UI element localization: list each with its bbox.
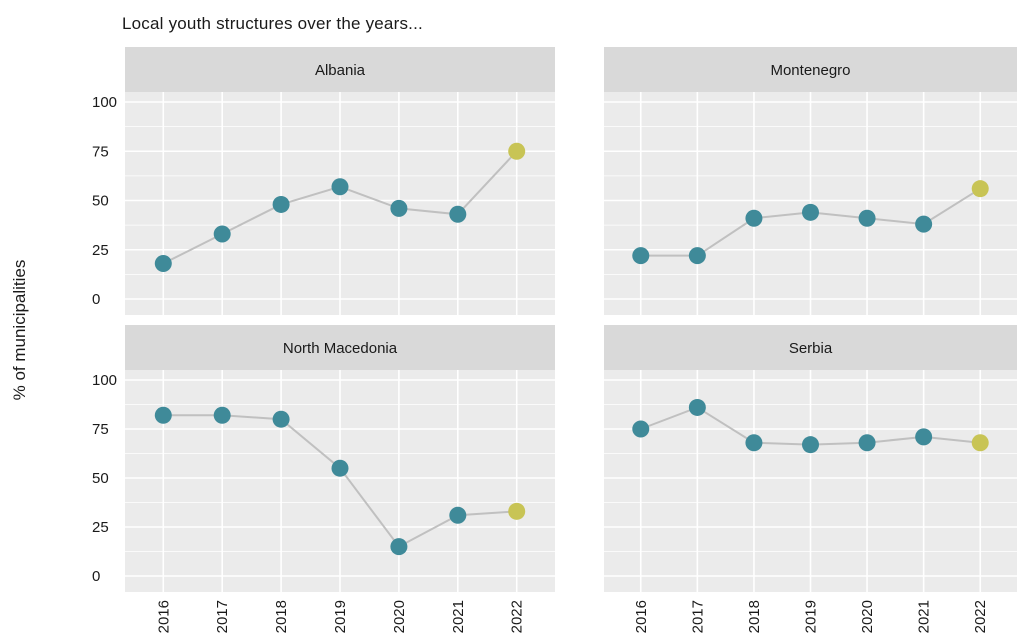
highlight-data-point bbox=[971, 434, 989, 452]
facet-strip-label: Serbia bbox=[789, 340, 833, 357]
data-point bbox=[331, 178, 349, 196]
y-tick-label: 75 bbox=[92, 421, 109, 438]
facet-strip bbox=[125, 47, 555, 92]
data-point bbox=[915, 428, 933, 446]
highlight-data-point bbox=[508, 502, 526, 520]
x-tick-label: 2019 bbox=[803, 600, 820, 633]
facet-panel-albania: Albania bbox=[125, 47, 555, 315]
data-point bbox=[632, 420, 650, 438]
x-tick-label: 2018 bbox=[273, 600, 290, 633]
data-point bbox=[390, 199, 408, 217]
x-tick-label: 2022 bbox=[972, 600, 989, 633]
facet-panel-north-macedonia: North Macedonia bbox=[125, 325, 555, 592]
data-point bbox=[154, 406, 172, 424]
data-point bbox=[632, 247, 650, 265]
data-point bbox=[390, 538, 408, 556]
x-tick-label: 2019 bbox=[332, 600, 349, 633]
highlight-data-point bbox=[508, 142, 526, 160]
facet-strip bbox=[604, 325, 1017, 370]
data-point bbox=[154, 255, 172, 273]
highlight-data-point bbox=[971, 180, 989, 198]
data-point bbox=[213, 225, 231, 243]
x-tick-label: 2016 bbox=[155, 600, 172, 633]
x-tick-label: 2020 bbox=[859, 600, 876, 633]
data-point bbox=[331, 459, 349, 477]
x-tick-label: 2020 bbox=[391, 600, 408, 633]
x-tick-label: 2017 bbox=[214, 600, 231, 633]
data-point bbox=[915, 215, 933, 233]
facet-strip bbox=[604, 47, 1017, 92]
data-point bbox=[213, 406, 231, 424]
data-point bbox=[449, 506, 467, 524]
data-point bbox=[802, 436, 819, 454]
chart-title: Local youth structures over the years... bbox=[122, 14, 423, 33]
data-point bbox=[688, 398, 706, 416]
facet-strip bbox=[125, 325, 555, 370]
y-tick-label: 0 bbox=[92, 291, 100, 308]
x-tick-label: 2021 bbox=[450, 600, 467, 633]
facet-strip-label: Albania bbox=[315, 62, 366, 79]
x-tick-label: 2017 bbox=[689, 600, 706, 633]
y-tick-label: 100 bbox=[92, 372, 117, 389]
data-point bbox=[858, 209, 876, 227]
x-tick-label: 2022 bbox=[509, 600, 526, 633]
y-tick-label: 50 bbox=[92, 193, 109, 210]
data-point bbox=[745, 434, 763, 452]
x-tick-label: 2021 bbox=[916, 600, 933, 633]
data-point bbox=[449, 205, 467, 223]
y-tick-label: 100 bbox=[92, 94, 117, 111]
data-point bbox=[272, 195, 290, 213]
x-tick-label: 2018 bbox=[746, 600, 763, 633]
x-tick-label: 2016 bbox=[633, 600, 650, 633]
facet-panel-montenegro: Montenegro bbox=[604, 47, 1017, 315]
y-tick-label: 25 bbox=[92, 242, 109, 259]
facet-panel-serbia: Serbia bbox=[604, 325, 1017, 592]
data-point bbox=[858, 434, 876, 452]
y-tick-label: 75 bbox=[92, 143, 109, 160]
y-tick-label: 0 bbox=[92, 568, 100, 585]
data-point bbox=[745, 209, 763, 227]
data-point bbox=[802, 203, 819, 221]
y-tick-label: 50 bbox=[92, 470, 109, 487]
data-point bbox=[688, 247, 706, 265]
data-point bbox=[272, 410, 290, 428]
facet-strip-label: Montenegro bbox=[770, 62, 850, 79]
facet-strip-label: North Macedonia bbox=[283, 340, 398, 357]
y-tick-label: 25 bbox=[92, 519, 109, 536]
